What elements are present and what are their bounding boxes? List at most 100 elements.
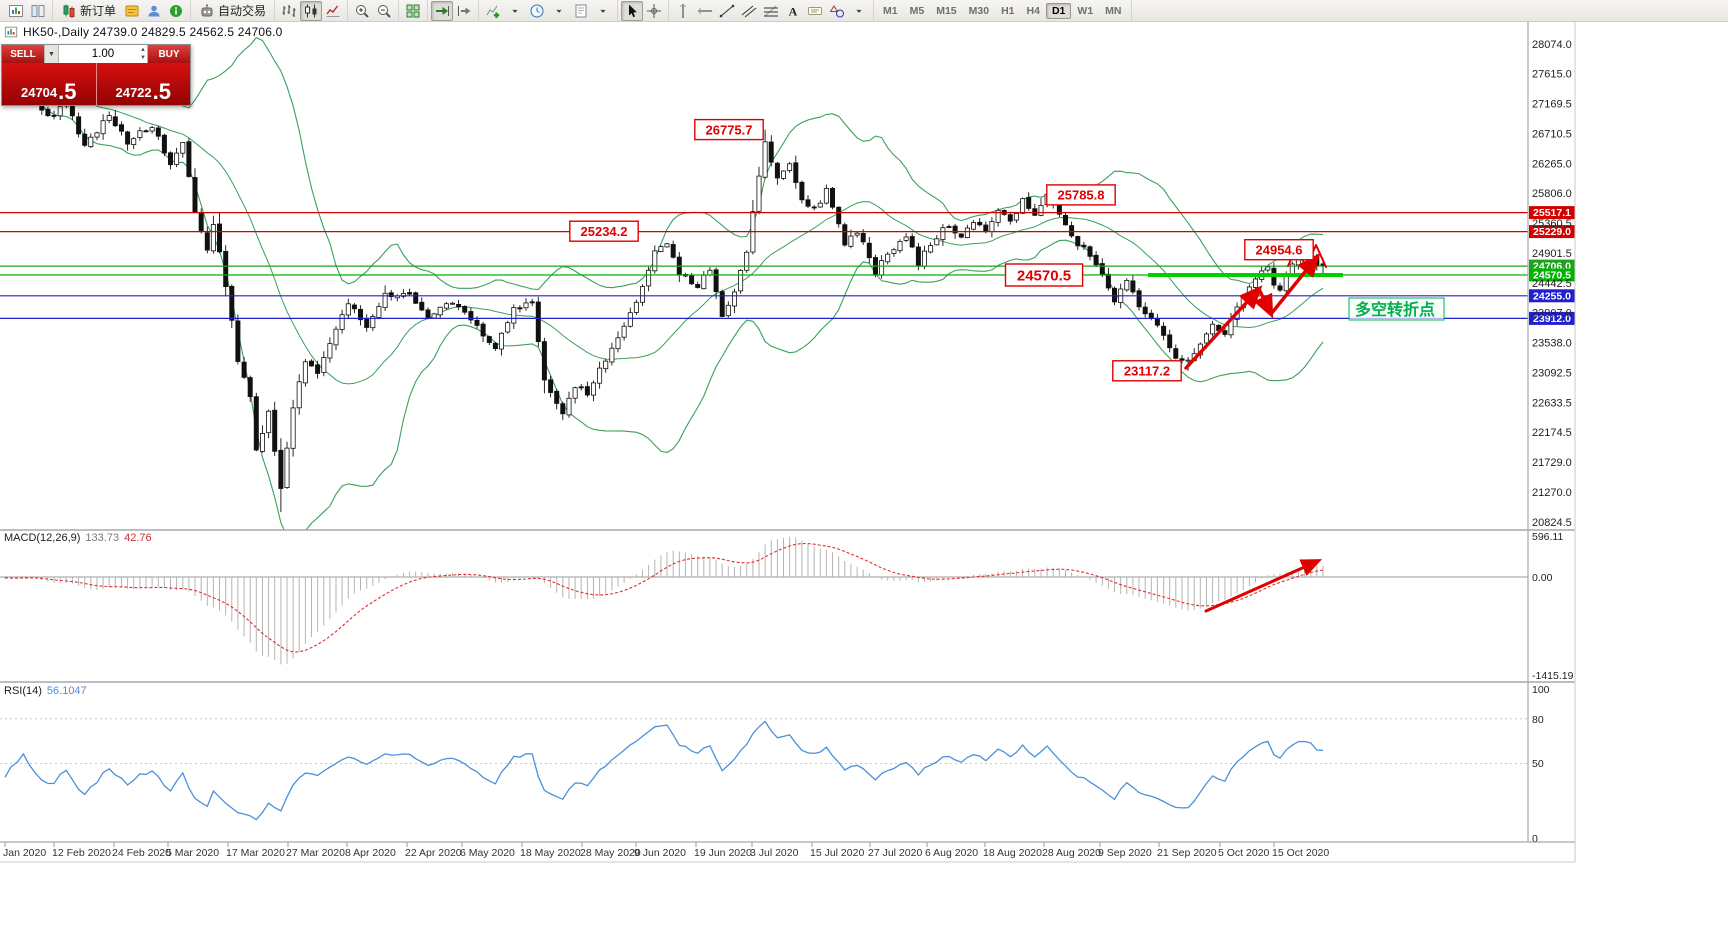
timeframe-m1[interactable]: M1 xyxy=(883,4,898,17)
ohlc-high: 24829.5 xyxy=(141,25,186,39)
volume-dropdown[interactable]: ▼ xyxy=(44,45,59,63)
chart-window-icon[interactable] xyxy=(5,1,27,21)
price-callout[interactable]: 24570.5 xyxy=(1004,263,1084,287)
price-callout[interactable]: 24954.6 xyxy=(1244,238,1314,261)
chart-shift-icon[interactable] xyxy=(453,1,475,21)
timeframe-d1[interactable]: D1 xyxy=(1045,2,1072,19)
svg-text:23117.2: 23117.2 xyxy=(1124,364,1170,379)
chart-type-line-icon[interactable] xyxy=(322,1,344,21)
macd-histogram xyxy=(4,536,1324,665)
trade-prices-row: 24704.5 24722.5 xyxy=(2,63,190,105)
price-callout[interactable]: 25234.2 xyxy=(569,220,639,242)
crosshair-tool-icon[interactable] xyxy=(643,1,665,21)
toolbar-group xyxy=(2,0,53,22)
date-axis-label: 28 Aug 2020 xyxy=(1042,847,1101,859)
trade-controls-row: SELL ▼ 1.00 ▲ ▼ BUY xyxy=(2,45,190,63)
text-tool-icon[interactable]: A xyxy=(782,1,804,21)
toolbar-group xyxy=(399,0,429,22)
vertical-line-tool-icon[interactable] xyxy=(672,1,694,21)
periods-icon[interactable] xyxy=(526,1,548,21)
sell-price-display[interactable]: 24704.5 xyxy=(2,63,97,105)
macd-trend-arrow[interactable] xyxy=(1204,559,1323,613)
volume-input[interactable]: 1.00 ▲ ▼ xyxy=(59,45,148,63)
price-axis-label: 24901.5 xyxy=(1532,248,1572,260)
label-tool-icon[interactable] xyxy=(804,1,826,21)
shapes-tool-icon[interactable] xyxy=(826,1,848,21)
zoom-out-icon[interactable] xyxy=(373,1,395,21)
toolbar-group: 自动交易 xyxy=(191,0,276,22)
trend-arrow[interactable] xyxy=(1253,287,1274,319)
templates-icon[interactable] xyxy=(570,1,592,21)
data-window-icon[interactable] xyxy=(165,1,187,21)
templates-menu-icon[interactable] xyxy=(592,1,614,21)
channel-tool-icon[interactable] xyxy=(738,1,760,21)
ohlc-open: 24739.0 xyxy=(92,25,138,39)
timeframe-m5[interactable]: M5 xyxy=(909,4,925,17)
chart-window-icon xyxy=(4,25,18,39)
profiles-icon[interactable] xyxy=(27,1,49,21)
auto-trading-label: 自动交易 xyxy=(218,4,267,18)
price-axis-badge: 24255.0 xyxy=(1529,289,1575,303)
timeframe-h4[interactable]: H4 xyxy=(1026,4,1040,17)
rsi-line xyxy=(4,720,1324,821)
trendline-tool-icon[interactable] xyxy=(716,1,738,21)
price-callout[interactable]: 25785.8 xyxy=(1046,184,1116,206)
date-axis-label: 12 Feb 2020 xyxy=(52,847,111,859)
svg-text:25517.1: 25517.1 xyxy=(1533,207,1571,219)
buy-price-display[interactable]: 24722.5 xyxy=(96,63,190,105)
timeframe-m15[interactable]: M15 xyxy=(936,4,957,17)
macd-label: MACD(12,26,9) 133.73 42.76 xyxy=(4,532,152,544)
zoom-in-icon[interactable] xyxy=(351,1,373,21)
sell-price-pips: .5 xyxy=(58,79,77,104)
auto-scroll-icon[interactable] xyxy=(431,0,454,21)
volume-stepper[interactable]: ▲ ▼ xyxy=(140,46,146,62)
date-axis-label: 28 May 2020 xyxy=(580,847,641,859)
volume-value: 1.00 xyxy=(91,48,115,60)
chart-background xyxy=(0,22,1728,946)
price-callout[interactable]: 23117.2 xyxy=(1112,360,1182,382)
indicators-menu-icon[interactable] xyxy=(504,1,526,21)
one-click-trading-panel: SELL ▼ 1.00 ▲ ▼ BUY 24704.5 24722.5 xyxy=(1,44,191,106)
date-axis-label: 27 Jul 2020 xyxy=(868,847,922,859)
buy-button[interactable]: BUY xyxy=(148,45,190,63)
fibonacci-tool-icon[interactable] xyxy=(760,1,782,21)
price-axis-label: 22633.5 xyxy=(1532,397,1572,409)
price-axis-label: 26710.5 xyxy=(1532,128,1572,140)
rsi-axis-label: 100 xyxy=(1532,684,1550,696)
history-center-icon[interactable] xyxy=(121,1,143,21)
horizontal-line-tool-icon[interactable] xyxy=(694,1,716,21)
tile-windows-icon[interactable] xyxy=(402,1,424,21)
timeframe-w1[interactable]: W1 xyxy=(1077,4,1094,17)
indicators-icon[interactable] xyxy=(482,1,504,21)
timeframe-h1[interactable]: H1 xyxy=(1001,4,1015,17)
symbol-name: HK50-,Daily xyxy=(23,25,90,39)
macd-axis-label: -1415.19 xyxy=(1532,670,1574,682)
market-watch-icon[interactable] xyxy=(143,1,165,21)
auto-trading-button[interactable]: 自动交易 xyxy=(194,1,271,21)
svg-text:24954.6: 24954.6 xyxy=(1256,242,1303,257)
date-axis-label: Jan 2020 xyxy=(3,847,46,859)
chart-annotation[interactable]: 多空转折点 xyxy=(1348,297,1445,321)
chart-type-candles-icon[interactable] xyxy=(300,0,323,21)
buy-price-pips: .5 xyxy=(152,79,171,104)
shapes-menu-icon[interactable] xyxy=(848,1,870,21)
new-order-button[interactable]: 新订单 xyxy=(56,1,121,21)
timeframe-mn[interactable]: MN xyxy=(1105,4,1122,17)
cursor-tool-icon[interactable] xyxy=(621,0,644,21)
price-callout[interactable]: 26775.7 xyxy=(694,118,764,141)
svg-text:24570.5: 24570.5 xyxy=(1017,267,1071,284)
chart-type-bars-icon[interactable] xyxy=(278,1,300,21)
sell-button[interactable]: SELL xyxy=(2,45,44,63)
trend-arrow[interactable] xyxy=(1269,253,1321,316)
svg-text:24255.0: 24255.0 xyxy=(1533,290,1571,302)
price-axis-label: 21270.0 xyxy=(1532,487,1572,499)
chevron-down-icon: ▼ xyxy=(48,50,55,58)
toolbar-group: A xyxy=(669,0,875,22)
price-axis-label: 26265.0 xyxy=(1532,158,1572,170)
trend-arrow[interactable] xyxy=(1184,285,1263,370)
price-axis-label: 23538.0 xyxy=(1532,338,1572,350)
timeframe-m30[interactable]: M30 xyxy=(968,4,990,17)
periods-menu-icon[interactable] xyxy=(548,1,570,21)
